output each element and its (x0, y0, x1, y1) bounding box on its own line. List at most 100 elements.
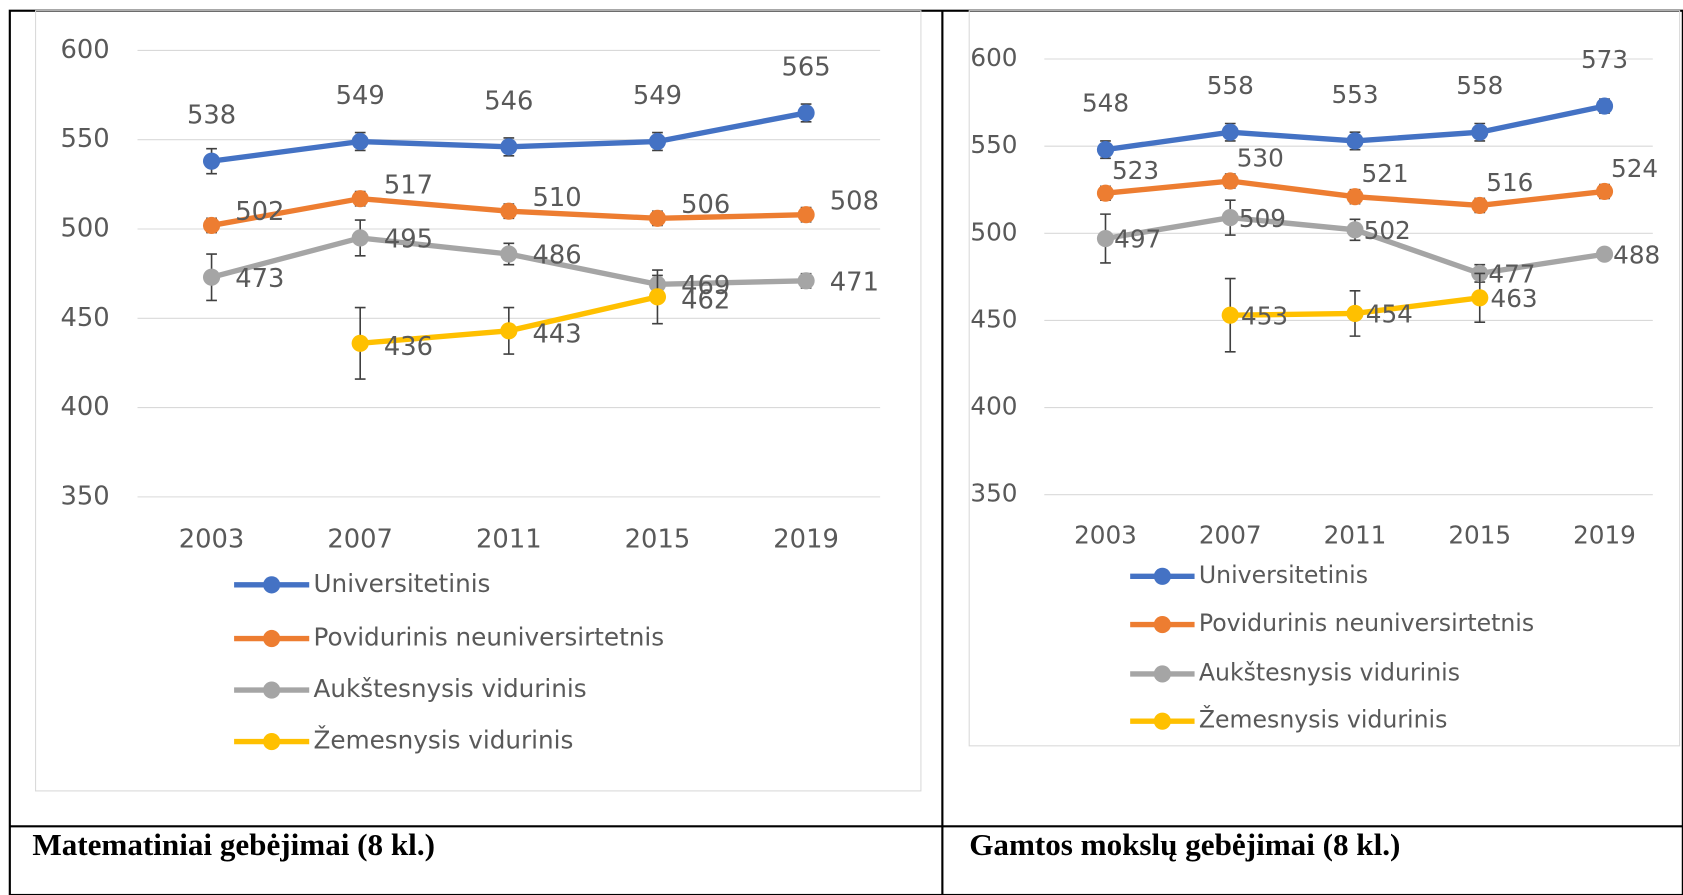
data-label: 453 (1241, 301, 1288, 330)
data-label: 471 (830, 267, 879, 297)
legend-marker (1153, 712, 1171, 730)
x-tick-label: 2003 (179, 524, 245, 554)
data-label: 473 (235, 264, 284, 294)
chart-frame (35, 10, 922, 792)
y-tick-label: 450 (970, 304, 1017, 333)
marker (1346, 304, 1364, 323)
x-tick-label: 2019 (1573, 521, 1636, 550)
data-label: 548 (1082, 89, 1129, 118)
marker (797, 206, 815, 224)
marker (351, 190, 369, 208)
y-tick-label: 500 (970, 217, 1017, 246)
data-label: 510 (533, 183, 582, 213)
x-tick-label: 2011 (476, 524, 542, 554)
marker (202, 268, 221, 286)
data-label: 477 (1488, 260, 1535, 289)
marker (1096, 141, 1115, 159)
data-label: 454 (1366, 300, 1413, 329)
data-label: 530 (1237, 144, 1284, 173)
marker (797, 104, 815, 122)
y-tick-label: 550 (970, 130, 1017, 159)
marker (1096, 184, 1115, 202)
data-label: 517 (384, 170, 433, 200)
data-label: 521 (1361, 159, 1408, 188)
x-tick-label: 2015 (1448, 521, 1511, 550)
marker (1221, 306, 1239, 324)
marker (1595, 182, 1614, 201)
legend-label: Žemesnysis vidurinis (314, 726, 574, 755)
data-label: 553 (1331, 80, 1378, 109)
marker (500, 202, 518, 220)
data-label: 488 (1613, 240, 1660, 269)
y-tick-label: 600 (970, 43, 1017, 72)
chart-frame (968, 10, 1681, 747)
data-label: 463 (1491, 284, 1538, 313)
legend-marker (263, 576, 281, 594)
marker (1595, 97, 1614, 115)
data-label: 523 (1112, 156, 1159, 185)
x-tick-label: 2011 (1324, 521, 1387, 550)
legend-label: Aukštesnysis vidurinis (1199, 658, 1460, 686)
data-label: 502 (1364, 216, 1411, 245)
data-label: 558 (1207, 71, 1254, 100)
data-label: 462 (681, 286, 730, 316)
marker (648, 209, 667, 227)
data-label: 558 (1456, 71, 1503, 100)
legend-label: Žemesnysis vidurinis (1199, 706, 1448, 734)
y-tick-label: 400 (970, 392, 1017, 421)
data-label: 502 (235, 197, 284, 227)
caption: Gamtos mokslų gebėjimai (8 kl.) (969, 827, 1400, 862)
marker (500, 322, 518, 340)
marker (1471, 196, 1489, 215)
marker (1096, 229, 1115, 248)
marker (648, 288, 667, 306)
data-label: 469 (681, 271, 730, 301)
marker (500, 245, 518, 263)
table-border (8, 9, 1683, 895)
marker (1471, 289, 1489, 307)
legend-label: Povidurinis neuniversirtetnis (314, 623, 665, 652)
marker (1221, 172, 1239, 190)
marker (500, 138, 518, 156)
legend-marker (1153, 567, 1171, 585)
y-tick-label: 500 (60, 214, 109, 244)
data-label: 549 (633, 81, 682, 111)
legend-label: Aukštesnysis vidurinis (314, 674, 587, 703)
data-label: 573 (1581, 45, 1628, 74)
data-label: 565 (782, 52, 831, 82)
data-label: 436 (384, 332, 433, 362)
x-tick-label: 2003 (1074, 521, 1137, 550)
data-label: 443 (533, 320, 582, 350)
marker (648, 132, 667, 151)
x-tick-label: 2015 (625, 524, 691, 554)
marker (1346, 221, 1364, 239)
y-tick-label: 400 (60, 392, 109, 422)
data-label: 486 (533, 241, 582, 271)
y-tick-label: 600 (60, 35, 109, 65)
x-tick-label: 2007 (327, 524, 393, 554)
data-label: 509 (1239, 204, 1286, 233)
data-label: 506 (681, 190, 730, 220)
marker (1221, 209, 1239, 227)
legend-label: Povidurinis neuniversirtetnis (1199, 609, 1534, 637)
data-label: 516 (1486, 168, 1533, 197)
marker (351, 132, 369, 151)
x-tick-label: 2007 (1199, 521, 1262, 550)
y-tick-label: 350 (60, 481, 109, 511)
marker (1471, 123, 1489, 141)
y-tick-label: 450 (60, 303, 109, 333)
x-tick-label: 2019 (773, 524, 839, 554)
caption: Matematiniai gebėjimai (8 kl.) (32, 827, 435, 862)
legend-marker (263, 681, 281, 699)
data-label: 508 (830, 186, 879, 216)
y-tick-label: 550 (60, 124, 109, 154)
data-label: 497 (1114, 225, 1161, 254)
marker (797, 272, 815, 290)
legend-label: Universitetinis (1199, 561, 1368, 589)
y-tick-label: 350 (970, 479, 1017, 508)
marker (202, 216, 221, 235)
legend-marker (263, 732, 281, 751)
data-label: 524 (1611, 154, 1658, 183)
legend-label: Universitetinis (314, 569, 491, 598)
